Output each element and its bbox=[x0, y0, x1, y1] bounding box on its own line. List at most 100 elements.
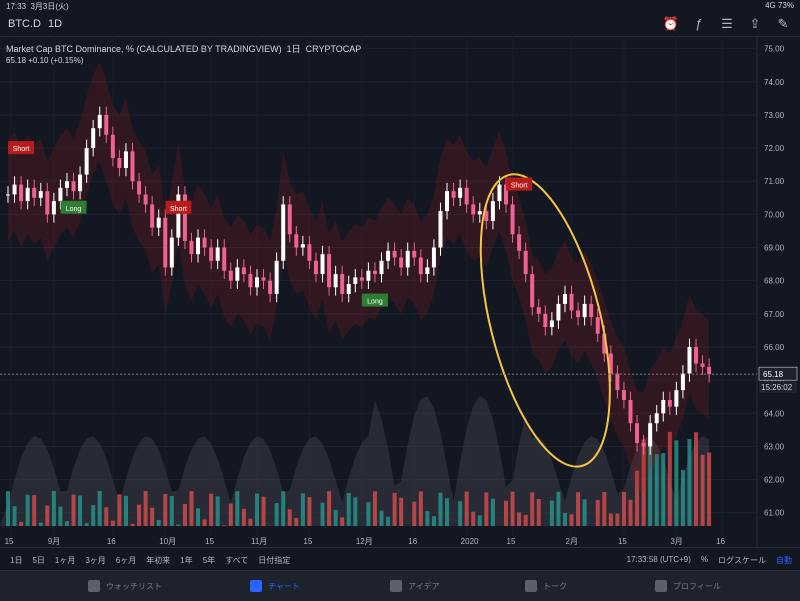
x-tick-label: 11月 bbox=[251, 537, 267, 546]
candle-body bbox=[72, 181, 76, 191]
tab-ideas[interactable]: アイデア bbox=[390, 580, 440, 592]
range-button-8[interactable]: すべて bbox=[225, 555, 248, 566]
candle-body bbox=[347, 284, 351, 294]
candle-body bbox=[524, 251, 528, 274]
candle-body bbox=[432, 248, 436, 268]
volume-bar bbox=[484, 492, 488, 526]
volume-bar bbox=[235, 491, 239, 526]
volume-bar bbox=[209, 494, 213, 526]
x-tick-label: 10月 bbox=[159, 537, 176, 546]
candle-body bbox=[235, 267, 239, 280]
volume-bar bbox=[294, 518, 298, 526]
volume-bar bbox=[419, 491, 423, 526]
candle-body bbox=[268, 281, 272, 294]
interval-button[interactable]: 1D bbox=[48, 18, 62, 30]
volume-bar bbox=[196, 508, 200, 526]
volume-bar bbox=[242, 509, 246, 526]
log-scale-toggle[interactable]: ログスケール bbox=[718, 555, 766, 566]
volume-bar bbox=[216, 496, 220, 526]
candle-body bbox=[255, 277, 259, 287]
range-button-4[interactable]: 6ヶ月 bbox=[116, 555, 136, 566]
volume-bar bbox=[380, 511, 384, 526]
volume-bar bbox=[491, 499, 495, 526]
range-button-5[interactable]: 年初来 bbox=[146, 555, 170, 566]
tab-profile[interactable]: プロフィール bbox=[655, 580, 721, 592]
range-button-1[interactable]: 5日 bbox=[32, 555, 44, 566]
candle-body bbox=[262, 277, 266, 280]
y-tick-label: 61.00 bbox=[764, 509, 785, 518]
auto-scale-toggle[interactable]: 自動 bbox=[776, 555, 792, 566]
candle-body bbox=[111, 135, 115, 158]
range-button-0[interactable]: 1日 bbox=[10, 555, 22, 566]
volume-bar bbox=[275, 503, 279, 526]
candle-body bbox=[216, 248, 220, 261]
volume-bar bbox=[78, 495, 82, 526]
volume-bar bbox=[150, 508, 154, 526]
candle-body bbox=[668, 400, 672, 407]
candle-body bbox=[104, 115, 108, 135]
volume-bar bbox=[596, 500, 600, 526]
drawing-icon[interactable]: ✎ bbox=[774, 16, 792, 32]
price-chart[interactable]: 75.0074.0073.0072.0071.0070.0069.0068.00… bbox=[0, 36, 800, 547]
volume-bar bbox=[530, 492, 534, 526]
volume-bar bbox=[6, 491, 10, 526]
candle-body bbox=[52, 201, 56, 214]
candle-body bbox=[32, 188, 36, 198]
percent-toggle[interactable]: % bbox=[701, 555, 708, 566]
x-tick-label: 2020 bbox=[461, 537, 479, 546]
volume-bar bbox=[157, 520, 161, 526]
volume-bar bbox=[163, 494, 167, 526]
candle-body bbox=[366, 271, 370, 281]
volume-bar bbox=[366, 502, 370, 526]
candle-body bbox=[307, 244, 311, 261]
volume-bar bbox=[386, 517, 390, 526]
volume-bar bbox=[281, 491, 285, 526]
volume-bar bbox=[701, 455, 705, 526]
symbol-button[interactable]: BTC.D bbox=[8, 18, 41, 30]
volume-bar bbox=[353, 497, 357, 526]
candle-body bbox=[209, 248, 213, 261]
volume-bar bbox=[504, 501, 508, 526]
range-button-2[interactable]: 1ヶ月 bbox=[55, 555, 75, 566]
candle-body bbox=[556, 304, 560, 321]
candle-body bbox=[589, 304, 593, 317]
candle-body bbox=[196, 238, 200, 255]
volume-bar bbox=[111, 521, 115, 526]
candle-body bbox=[360, 277, 364, 280]
range-button-7[interactable]: 5年 bbox=[203, 555, 215, 566]
share-icon[interactable]: ⇪ bbox=[746, 16, 764, 32]
y-tick-label: 62.00 bbox=[764, 476, 785, 485]
range-button-6[interactable]: 1年 bbox=[180, 555, 192, 566]
range-button-3[interactable]: 3ヶ月 bbox=[85, 555, 105, 566]
tab-chart[interactable]: チャート bbox=[250, 580, 300, 592]
volume-bar bbox=[72, 495, 76, 526]
tab-label: アイデア bbox=[408, 581, 440, 592]
volume-bar bbox=[707, 452, 711, 526]
x-tick-label: 15 bbox=[303, 537, 312, 546]
volume-bar bbox=[98, 491, 102, 526]
volume-bar bbox=[537, 499, 541, 526]
candle-body bbox=[314, 261, 318, 274]
x-tick-label: 3月 bbox=[670, 537, 682, 546]
chart-legend-title: Market Cap BTC Dominance, % (CALCULATED … bbox=[6, 42, 361, 55]
candle-body bbox=[576, 311, 580, 318]
volume-bar bbox=[334, 510, 338, 526]
last-price-label: 65.18 bbox=[763, 370, 784, 379]
range-button-9[interactable]: 日付指定 bbox=[258, 555, 290, 566]
candle-body bbox=[242, 267, 246, 274]
tab-watchlist[interactable]: ウォッチリスト bbox=[88, 580, 162, 592]
alarm-clock-icon[interactable]: ⏰ bbox=[662, 16, 680, 32]
sliders-icon[interactable]: ☰ bbox=[718, 16, 736, 32]
volume-bar bbox=[655, 454, 659, 526]
candle-body bbox=[419, 257, 423, 274]
candle-body bbox=[85, 148, 89, 175]
volume-bar bbox=[137, 505, 141, 526]
chat-icon bbox=[525, 580, 537, 592]
volume-bar bbox=[583, 499, 587, 526]
volume-bar bbox=[438, 493, 442, 526]
indicator-icon[interactable]: ƒ bbox=[690, 16, 708, 32]
status-bar: 17:33 3月3日(火) 4G 73% bbox=[0, 0, 800, 12]
tab-chat[interactable]: トーク bbox=[525, 580, 567, 592]
candle-body bbox=[707, 367, 711, 374]
volume-bar bbox=[478, 516, 482, 526]
